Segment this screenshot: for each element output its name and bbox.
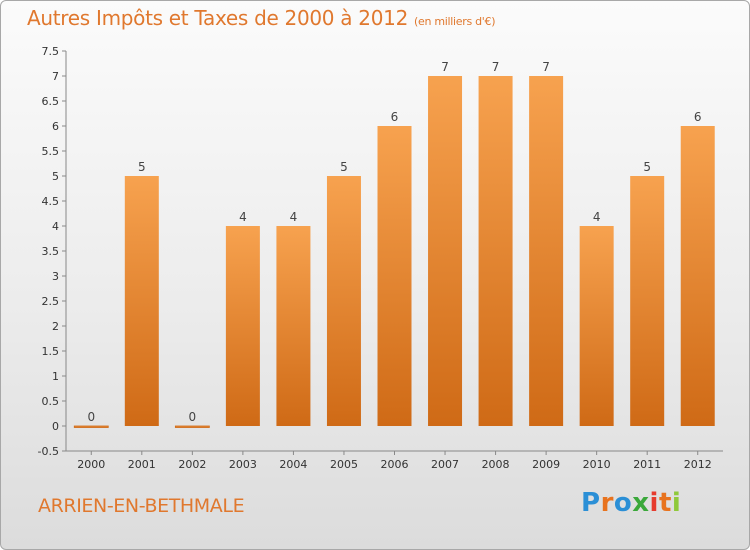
x-tick-label-2004: 2004 (279, 458, 307, 471)
logo-letter: i (671, 488, 682, 518)
logo-letter: o (613, 488, 633, 518)
value-label-2002: 0 (189, 410, 197, 424)
y-tick-label: 4.5 (42, 195, 60, 208)
x-tick-label-2000: 2000 (77, 458, 105, 471)
chart-title: Autres Impôts et Taxes de 2000 à 2012 (en… (27, 6, 495, 30)
value-label-2000: 0 (87, 410, 95, 424)
bar-2003 (225, 226, 260, 426)
y-tick-label: 6 (52, 120, 59, 133)
y-tick-label: 4 (52, 220, 59, 233)
y-tick-label: 7 (52, 70, 59, 83)
chart-title-text: Autres Impôts et Taxes de 2000 à 2012 (27, 6, 408, 30)
x-tick-label-2003: 2003 (229, 458, 257, 471)
y-tick-label: 7.5 (42, 45, 60, 58)
logo-letter: t (658, 488, 672, 518)
value-label-2008: 7 (492, 60, 500, 74)
value-label-2001: 5 (138, 160, 146, 174)
bars-group (73, 76, 715, 428)
value-label-2007: 7 (441, 60, 449, 74)
proxiti-logo: Proxiti (581, 488, 681, 518)
chart-unit: (en milliers d'€) (414, 15, 496, 28)
bar-2004 (276, 226, 311, 426)
logo-letter: P (581, 488, 601, 518)
logo-letter: r (600, 488, 614, 518)
bar-2012 (680, 126, 715, 426)
bar-2001 (124, 176, 159, 426)
x-tick-label-2005: 2005 (330, 458, 358, 471)
bar-2007 (428, 76, 463, 426)
y-tick-label: 3.5 (42, 245, 60, 258)
value-label-2010: 4 (593, 210, 601, 224)
y-tick-label: 5 (52, 170, 59, 183)
x-tick-label-2010: 2010 (583, 458, 611, 471)
x-tick-label-2012: 2012 (684, 458, 712, 471)
value-label-2011: 5 (643, 160, 651, 174)
value-label-2005: 5 (340, 160, 348, 174)
y-tick-label: 2.5 (42, 295, 60, 308)
logo-letter: x (632, 488, 650, 518)
labels-group: 0 2000 5 2001 0 2002 4 2003 4 2004 5 2005 6 2006 7 2007… (77, 60, 711, 471)
y-tick-label: 0 (52, 420, 59, 433)
bar-2008 (478, 76, 513, 426)
value-label-2003: 4 (239, 210, 247, 224)
y-tick-label: 6.5 (42, 95, 60, 108)
y-tick-label: -0.5 (38, 445, 59, 458)
y-tick-label: 1 (52, 370, 59, 383)
value-label-2004: 4 (290, 210, 298, 224)
x-tick-label-2011: 2011 (633, 458, 661, 471)
y-tick-label: 2 (52, 320, 59, 333)
bar-2010 (579, 226, 614, 426)
bar-2000 (73, 425, 109, 428)
x-tick-label-2006: 2006 (381, 458, 409, 471)
x-tick-label-2009: 2009 (532, 458, 560, 471)
x-tick-label-2007: 2007 (431, 458, 459, 471)
logo-letter: i (649, 488, 659, 518)
x-tick-label-2001: 2001 (128, 458, 156, 471)
bar-2009 (529, 76, 564, 426)
y-tick-label: 1.5 (42, 345, 60, 358)
y-tick-label: 3 (52, 270, 59, 283)
value-label-2009: 7 (542, 60, 550, 74)
commune-name: ARRIEN-EN-BETHMALE (38, 495, 245, 517)
x-tick-label-2008: 2008 (482, 458, 510, 471)
bar-2002 (174, 425, 210, 428)
x-tick-label-2002: 2002 (178, 458, 206, 471)
axes: -0.5 0 0.5 1 1.5 2 2.5 3 3.5 4 4.5 5 5.5 6 6.5 7 7.5 (38, 45, 723, 458)
value-label-2012: 6 (694, 110, 702, 124)
bar-2005 (326, 176, 361, 426)
y-tick-label: 0.5 (42, 395, 60, 408)
y-tick-label: 5.5 (42, 145, 60, 158)
value-label-2006: 6 (391, 110, 399, 124)
bar-2011 (630, 176, 665, 426)
bar-2006 (377, 126, 412, 426)
